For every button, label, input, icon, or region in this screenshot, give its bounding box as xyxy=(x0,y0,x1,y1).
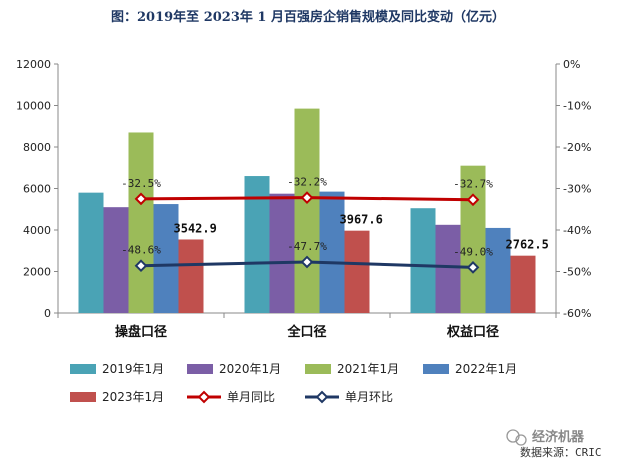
lines xyxy=(134,191,480,274)
y-tick-label-left: 8000 xyxy=(23,141,51,154)
y-tick-label-left: 6000 xyxy=(23,183,51,196)
legend-label: 2019年1月 xyxy=(102,362,164,376)
bar xyxy=(319,191,345,313)
y-tick-label-left: 10000 xyxy=(16,100,51,113)
bar xyxy=(460,165,486,313)
legend: 2019年1月 2020年1月 2021年1月 2022年1月 2023年1月 单月同比 单… xyxy=(70,362,517,404)
legend-label: 单月同比 xyxy=(227,390,275,404)
bar xyxy=(410,208,436,313)
x-category-label: 全口径 xyxy=(286,324,326,340)
line-data-label: -48.6% xyxy=(121,244,161,257)
legend-label: 2021年1月 xyxy=(337,362,399,376)
bar xyxy=(510,255,536,313)
bar xyxy=(269,193,295,313)
chart-title: 图：2019年至 2023年 1 月百强房企销售规模及同比变动（亿元） xyxy=(111,9,505,25)
bar-data-label: 3542.9 xyxy=(174,221,217,235)
legend-swatch xyxy=(70,392,96,402)
y-tick-label-right: -20% xyxy=(563,141,591,154)
source-note: 数据来源：CRIC xyxy=(520,445,602,459)
bar-data-label: 3967.6 xyxy=(340,213,383,227)
legend-label: 2022年1月 xyxy=(455,362,517,376)
bar xyxy=(435,224,461,313)
legend-label: 2023年1月 xyxy=(102,390,164,404)
legend-swatch xyxy=(423,364,449,374)
wechat-icon xyxy=(506,429,527,446)
bar xyxy=(78,192,104,313)
data-labels: -32.5% -32.2% -32.7% -48.6% -47.7% -49.0% 3542… xyxy=(121,176,549,259)
axes: 0 2000 4000 6000 8000 10000 12000 -60% -50% -40% -… xyxy=(16,58,591,340)
y-tick-label-right: 0% xyxy=(563,58,580,71)
y-tick-label-right: -30% xyxy=(563,183,591,196)
line-point-marker xyxy=(134,259,148,273)
bar xyxy=(344,230,370,313)
line-data-label: -49.0% xyxy=(453,245,493,258)
legend-swatch xyxy=(305,364,331,374)
watermark: 经济机器 xyxy=(532,429,585,445)
bar xyxy=(128,132,154,313)
line-point-marker xyxy=(300,255,314,269)
x-category-label: 操盘口径 xyxy=(115,324,167,340)
legend-marker xyxy=(315,390,329,404)
bar xyxy=(485,227,511,313)
x-category-label: 权益口径 xyxy=(446,324,499,340)
y-tick-label-left: 12000 xyxy=(16,58,51,71)
line-data-label: -32.5% xyxy=(121,177,161,190)
legend-marker xyxy=(197,390,211,404)
bar xyxy=(178,239,204,313)
line-point-marker xyxy=(466,193,480,207)
line-point-marker xyxy=(300,191,314,204)
bars xyxy=(78,108,536,313)
y-tick-label-right: -50% xyxy=(563,266,591,279)
line-data-label: -47.7% xyxy=(287,240,327,253)
legend-swatch xyxy=(70,364,96,374)
line-data-label: -32.2% xyxy=(287,176,327,189)
line-data-label: -32.7% xyxy=(453,178,493,191)
bar-data-label: 2762.5 xyxy=(506,238,549,252)
y-tick-label-left: 0 xyxy=(44,307,51,320)
legend-swatch xyxy=(187,364,213,374)
y-tick-label-left: 2000 xyxy=(23,266,51,279)
bar xyxy=(294,108,320,313)
y-tick-label-right: -10% xyxy=(563,100,591,113)
legend-label: 2020年1月 xyxy=(219,362,281,376)
line-point-marker xyxy=(134,192,148,206)
bar xyxy=(103,207,129,313)
line-point-marker xyxy=(466,260,480,274)
bar xyxy=(153,204,179,313)
y-tick-label-left: 4000 xyxy=(23,224,51,237)
y-tick-label-right: -60% xyxy=(563,307,591,320)
legend-label: 单月环比 xyxy=(345,390,393,404)
y-tick-label-right: -40% xyxy=(563,224,591,237)
